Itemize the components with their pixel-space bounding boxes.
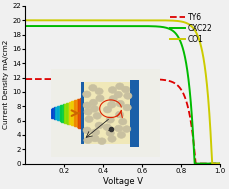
Line: CXC22: CXC22 (25, 26, 220, 164)
TY6 (177, 85, 180, 88)
TY6 (34, 78, 37, 80)
CXC22 (24, 25, 27, 27)
Legend: TY6, CXC22, CO1: TY6, CXC22, CO1 (168, 11, 214, 45)
Y-axis label: Current Density mA/cm2: Current Density mA/cm2 (3, 40, 9, 129)
TY6 (213, 163, 216, 165)
TY6 (213, 163, 216, 165)
CO1 (34, 19, 37, 21)
CXC22 (34, 25, 37, 27)
CO1 (24, 19, 27, 21)
X-axis label: Voltage V: Voltage V (103, 177, 143, 186)
CO1 (213, 163, 216, 165)
TY6 (218, 163, 221, 165)
CO1 (177, 20, 180, 22)
TY6 (113, 78, 116, 80)
Line: TY6: TY6 (25, 79, 220, 164)
CXC22 (177, 36, 180, 39)
CXC22 (119, 25, 121, 27)
CXC22 (213, 163, 216, 165)
CO1 (113, 19, 116, 21)
Line: CO1: CO1 (25, 20, 220, 164)
CO1 (211, 163, 214, 165)
TY6 (119, 78, 121, 80)
TY6 (194, 163, 197, 165)
TY6 (24, 78, 27, 80)
CXC22 (213, 163, 216, 165)
CXC22 (218, 163, 221, 165)
CO1 (218, 163, 221, 165)
CXC22 (193, 163, 196, 165)
CO1 (119, 19, 121, 21)
CO1 (213, 163, 216, 165)
CXC22 (113, 25, 116, 27)
